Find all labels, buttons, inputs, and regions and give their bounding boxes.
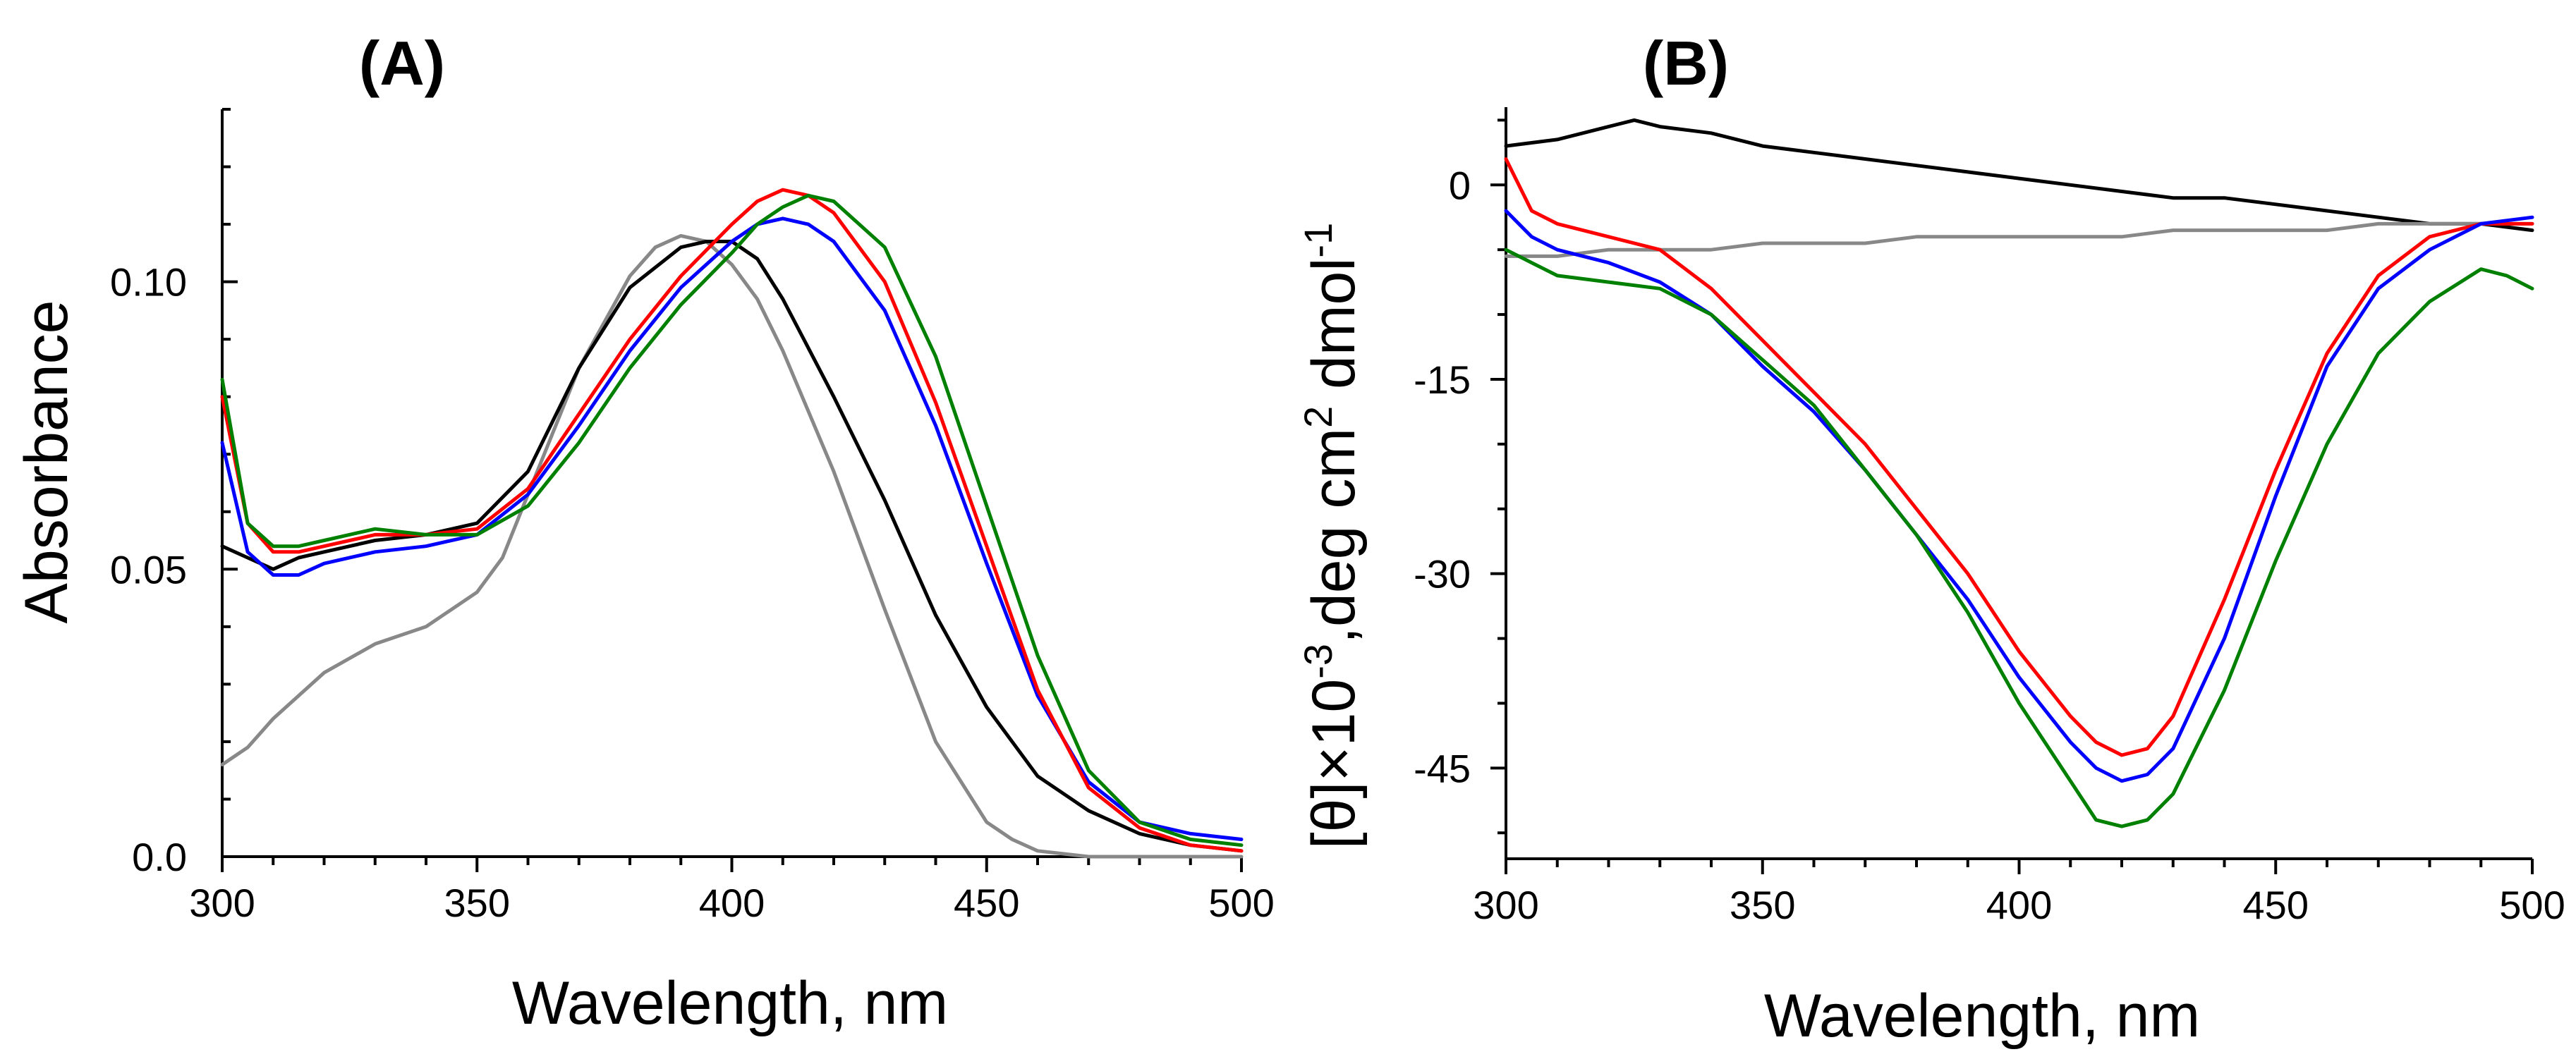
panel-b-series-red <box>1504 157 2534 757</box>
panel-a-series-gray <box>220 233 1244 859</box>
panel-b-y-title-mid: ,deg cm <box>1300 428 1368 644</box>
panel-b-y-tick-label: -45 <box>1414 746 1471 790</box>
panel-a-x-tick-label: 500 <box>1208 881 1274 925</box>
panel-b-x-tick-label: 300 <box>1473 883 1538 927</box>
panel-b-series-black <box>1504 118 2534 233</box>
panel-a-x-tick-label: 450 <box>954 881 1019 925</box>
panel-a-y-axis-title: Absorbance <box>13 300 80 624</box>
panel-a-x-tick-label: 350 <box>444 881 510 925</box>
panel-b-x-tick-label: 500 <box>2499 883 2565 927</box>
panel-a-y-tick-label: 0.05 <box>110 547 187 592</box>
panel-a-axes: 300 350 400 450 500 0.0 0.05 0.10 <box>110 108 1275 925</box>
panel-b-series-group <box>1504 118 2534 828</box>
panel-a-label: (A) <box>359 28 445 98</box>
panel-b-y-axis-title: [θ]×10-3,deg cm2 dmol-1 <box>1296 223 1368 849</box>
panel-a-series-black <box>220 240 1244 853</box>
panel-a-x-tick-label: 300 <box>189 881 255 925</box>
panel-a-x-tick-label: 400 <box>699 881 765 925</box>
panel-b-y-title-unit: dmol <box>1300 258 1368 406</box>
panel-b-y-title-base: [θ]×10 <box>1300 679 1368 850</box>
panel-b-circular-dichroism-chart: (B) 300 350 400 450 500 0 -15 -30 -45 Wavelength… <box>1296 28 2565 1050</box>
panel-a-y-tick-label: 0.10 <box>110 260 187 305</box>
panel-a-series-green <box>220 193 1244 847</box>
panel-b-x-tick-label: 450 <box>2243 883 2309 927</box>
panel-a-x-axis-title: Wavelength, nm <box>512 969 948 1037</box>
panel-a-absorbance-chart: (A) 300 350 400 450 500 0.0 0.05 0.10 Wavelengt… <box>13 28 1275 1037</box>
panel-b-label: (B) <box>1643 28 1729 98</box>
panel-b-series-blue <box>1504 209 2534 783</box>
panel-b-series-green <box>1504 247 2534 828</box>
panel-b-y-tick-label: -30 <box>1414 552 1471 596</box>
panel-a-y-tick-label: 0.0 <box>132 835 187 879</box>
panel-b-x-tick-label: 350 <box>1730 883 1795 927</box>
panel-b-y-tick-label: 0 <box>1449 163 1471 207</box>
panel-b-series-gray <box>1504 221 2534 258</box>
panel-a-series-group <box>220 188 1244 859</box>
panel-a-series-blue <box>220 216 1244 841</box>
panel-b-axes: 300 350 400 450 500 0 -15 -30 -45 <box>1414 107 2565 927</box>
panel-b-y-title-exp2: 2 <box>1296 406 1340 428</box>
panel-b-y-title-exp1: -3 <box>1296 644 1340 679</box>
panel-a-series-red <box>220 188 1244 853</box>
panel-b-x-tick-label: 400 <box>1986 883 2052 927</box>
panel-b-y-title-exp3: -1 <box>1296 223 1340 258</box>
panel-b-y-tick-label: -15 <box>1414 357 1471 402</box>
panel-b-x-axis-title: Wavelength, nm <box>1764 982 2200 1050</box>
